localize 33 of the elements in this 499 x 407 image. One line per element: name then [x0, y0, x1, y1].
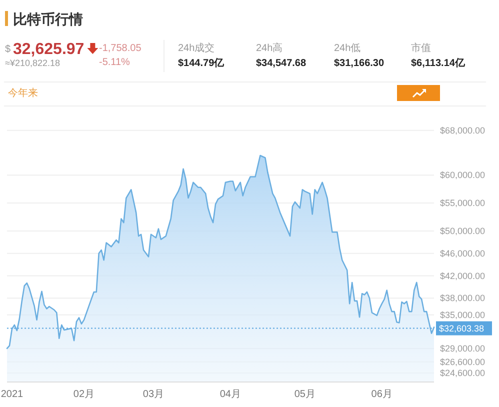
x-tick-label: 02月	[73, 389, 95, 400]
text: 32,625.97	[13, 41, 84, 58]
text: 24h高	[256, 42, 283, 54]
text: 市值	[411, 42, 431, 54]
y-tick-label: $50,000.00	[440, 226, 486, 236]
text: $6,113.14亿	[411, 57, 466, 69]
text: $144.79亿	[178, 57, 226, 69]
text: ≈¥210,822.18	[5, 58, 60, 68]
y-tick-label: $35,000.00	[440, 310, 486, 320]
y-tick-label: $46,000.00	[440, 248, 486, 258]
text: $34,547.68	[256, 58, 306, 69]
y-tick-label: $60,000.00	[440, 170, 486, 180]
text: 24h低	[334, 43, 361, 54]
y-tick-label: $38,000.00	[440, 293, 486, 304]
text: -5.11%	[99, 57, 130, 68]
x-tick-label: 06月	[371, 389, 392, 400]
text: $	[5, 44, 11, 55]
text: 24h成交	[178, 42, 215, 54]
ref-line-label: $32,603.38	[439, 323, 484, 334]
y-tick-label: $29,000.00	[440, 343, 486, 354]
x-tick-label: 2021	[0, 389, 24, 400]
y-tick-label: $55,000.00	[440, 198, 486, 208]
chart-title: 比特币行情	[13, 11, 83, 27]
text: $31,166.30	[334, 58, 384, 69]
y-tick-label: $26,600.00	[440, 356, 486, 367]
y-tick-label: $68,000.00	[440, 125, 486, 136]
x-tick-label: 03月	[142, 389, 164, 400]
y-tick-label: $42,000.00	[440, 270, 486, 281]
text: 今年来	[8, 87, 38, 99]
x-tick-label: 04月	[220, 389, 241, 400]
x-tick-label: 05月	[294, 389, 316, 400]
y-tick-label: $24,600.00	[440, 368, 486, 378]
text: -1,758.05	[99, 43, 142, 54]
